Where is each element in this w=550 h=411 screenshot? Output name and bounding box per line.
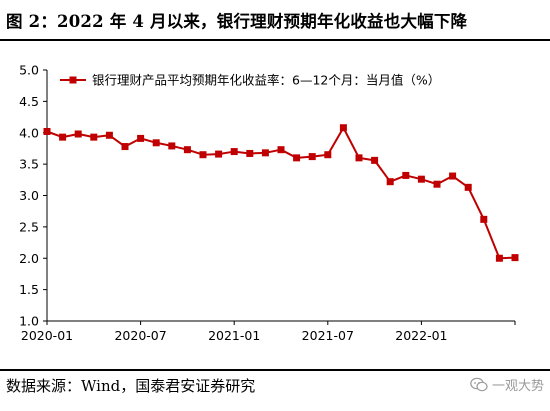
- y-tick-label: 1.0: [19, 314, 39, 329]
- data-point: [433, 180, 441, 188]
- data-point: [90, 133, 98, 141]
- data-point: [371, 156, 379, 164]
- data-point: [59, 133, 67, 141]
- data-point: [121, 143, 129, 151]
- watermark-label: 一观大势: [491, 379, 544, 394]
- data-point: [355, 154, 363, 162]
- chart-axes: 1.0 1.5 2.0 2.5 3.0 3.5 4.0 4.5 5.0 2020-01 2020-0…: [19, 63, 516, 343]
- y-tick-label: 3.0: [19, 188, 39, 203]
- data-point: [230, 148, 238, 156]
- data-point: [293, 154, 301, 162]
- data-point: [511, 254, 519, 262]
- line-chart: 1.0 1.5 2.0 2.5 3.0 3.5 4.0 4.5 5.0 2020-01 2020-0…: [19, 63, 519, 343]
- watermark: 一观大势: [470, 375, 544, 394]
- y-tick-label: 3.5: [19, 157, 39, 172]
- data-point: [183, 146, 191, 154]
- x-tick-label: 2022-01: [395, 328, 447, 343]
- data-point: [215, 150, 223, 158]
- data-point: [495, 254, 503, 262]
- x-tick-label: 2021-07: [302, 328, 354, 343]
- data-point: [137, 134, 145, 142]
- legend-marker: [69, 76, 77, 84]
- data-point: [324, 151, 332, 159]
- top-rule: [0, 39, 550, 41]
- data-point: [308, 153, 316, 161]
- data-point: [74, 130, 82, 138]
- y-tick-label: 4.0: [19, 125, 39, 140]
- data-point: [402, 171, 410, 179]
- figure-title: 图 2：2022 年 4 月以来，银行理财预期年化收益也大幅下降: [6, 12, 468, 31]
- y-tick-label: 5.0: [19, 63, 39, 78]
- data-point: [277, 146, 285, 154]
- y-tick-label: 4.5: [19, 94, 39, 109]
- data-point: [168, 142, 176, 150]
- data-point: [43, 127, 51, 135]
- data-point: [464, 183, 472, 191]
- source-note: 数据来源：Wind，国泰君安证券研究: [6, 377, 256, 395]
- data-point: [417, 175, 425, 183]
- legend-label: 银行理财产品平均预期年化收益率：6—12个月：当月值（%）: [92, 73, 440, 88]
- data-point: [339, 124, 347, 132]
- chart-legend: 银行理财产品平均预期年化收益率：6—12个月：当月值（%）: [60, 73, 440, 88]
- data-point: [449, 172, 457, 180]
- x-tick-label: 2020-07: [114, 328, 166, 343]
- data-point: [105, 131, 113, 139]
- data-point: [480, 215, 488, 223]
- data-point: [261, 149, 269, 157]
- x-tick-label: 2021-01: [208, 328, 260, 343]
- chart-series: [43, 124, 519, 262]
- chat-bubble-icon: [470, 377, 488, 391]
- y-tick-label: 2.0: [19, 251, 39, 266]
- y-tick-label: 2.5: [19, 219, 39, 234]
- data-point: [152, 139, 160, 147]
- figure-header: 图 2：2022 年 4 月以来，银行理财预期年化收益也大幅下降: [0, 0, 550, 39]
- x-tick-label: 2020-01: [21, 328, 73, 343]
- data-point: [386, 178, 394, 186]
- bottom-rule: [0, 369, 550, 371]
- data-point: [199, 151, 207, 159]
- data-point: [246, 149, 254, 157]
- y-tick-label: 1.5: [19, 282, 39, 297]
